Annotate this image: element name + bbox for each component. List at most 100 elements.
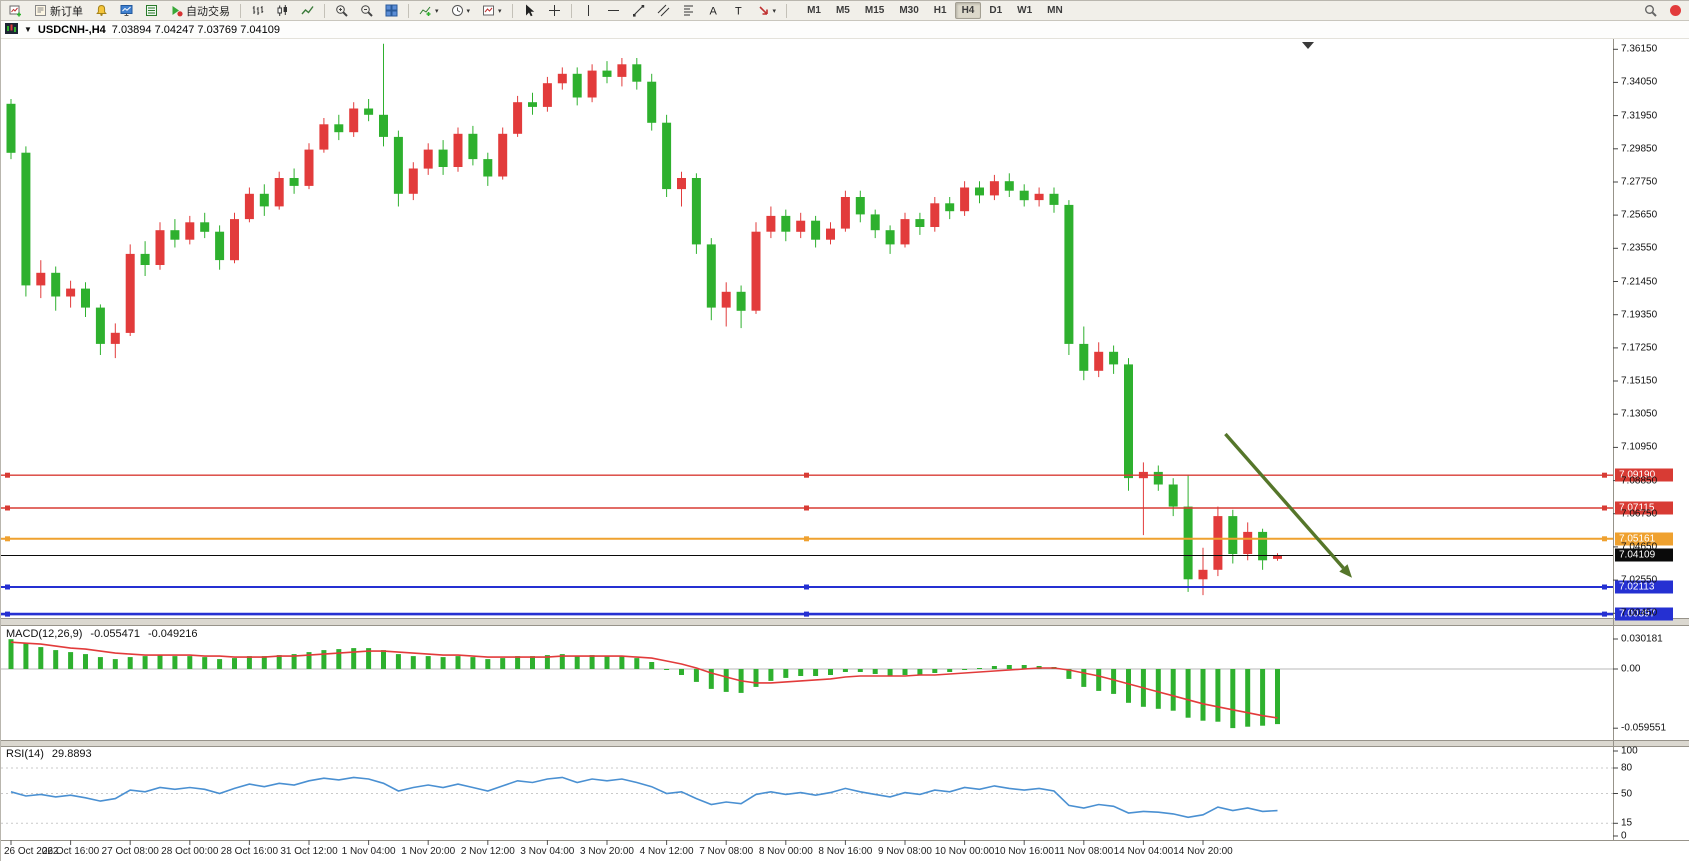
chart-collapse-icon[interactable]: ▼	[24, 24, 32, 34]
svg-text:T: T	[735, 6, 742, 18]
rsi-label: RSI(14)	[6, 748, 44, 760]
data-window-icon	[146, 5, 157, 16]
pivot-line[interactable]	[1, 536, 1613, 542]
resistance-line-1[interactable]	[1, 472, 1613, 478]
rsi-header: RSI(14) 29.8893	[6, 748, 92, 760]
panel-divider-rsi[interactable]	[1, 740, 1689, 747]
toolbar-separator	[570, 3, 572, 18]
periods-button[interactable]: ▾	[446, 2, 476, 20]
new-order-icon	[35, 5, 46, 16]
cursor-button[interactable]	[518, 2, 541, 20]
tile-windows-button[interactable]	[380, 2, 403, 20]
alerts-icon	[96, 4, 107, 16]
chart-ohlc-values: 7.03894 7.04247 7.03769 7.04109	[111, 23, 280, 36]
indicators-button[interactable]: ▾	[414, 2, 444, 20]
toolbar-separator	[511, 3, 513, 18]
search-icon	[1645, 5, 1657, 17]
chart-canvas[interactable]	[1, 39, 1689, 861]
zoom-out-button[interactable]	[355, 2, 378, 20]
rsi-line	[10, 776, 1278, 819]
timeframe-h4[interactable]: H4	[954, 2, 982, 19]
zoom-in-icon	[336, 5, 348, 17]
chart-symbol-period: USDCNH-,H4	[37, 23, 106, 36]
horizontal-line-button[interactable]	[602, 2, 625, 20]
trendline-icon	[632, 5, 644, 17]
equidistant-channel-button[interactable]	[652, 2, 675, 20]
chart-titlebar: ▼ USDCNH-,H4 7.03894 7.04247 7.03769 7.0…	[1, 21, 1689, 39]
search-button[interactable]	[1639, 2, 1662, 20]
zoom-out-icon	[361, 5, 373, 17]
bar-chart-type-button[interactable]	[246, 2, 269, 20]
new-order-button[interactable]: 新订单	[29, 2, 88, 20]
text-icon: A	[709, 6, 717, 18]
templates-button[interactable]: ▾	[477, 2, 507, 20]
toolbar-separator	[408, 3, 409, 18]
chevron-down-icon: ▾	[498, 7, 502, 15]
trendline-button[interactable]	[627, 2, 650, 20]
macd-signal-value: -0.049216	[147, 628, 198, 640]
macd-header: MACD(12,26,9) -0.055471 -0.049216	[6, 628, 198, 640]
timeframe-h1[interactable]: H1	[933, 5, 947, 16]
autotrading-button[interactable]: 自动交易	[165, 2, 235, 20]
vertical-line-icon	[587, 5, 589, 16]
new-chart-button[interactable]	[4, 2, 27, 20]
notification-button[interactable]	[1664, 2, 1687, 20]
trend-arrow[interactable]	[1224, 432, 1352, 578]
candle-chart-type-button[interactable]	[271, 2, 294, 20]
chevron-down-icon: ▾	[466, 7, 471, 15]
arrows-icon	[758, 6, 768, 15]
arrows-button[interactable]: ▾	[752, 2, 782, 20]
time-axis[interactable]	[1, 840, 1689, 861]
candlesticks	[6, 43, 1282, 596]
timeframe-mn[interactable]: MN	[1047, 5, 1063, 16]
toolbar-separator	[240, 3, 241, 18]
cursor-icon	[525, 4, 534, 17]
panel-divider-macd[interactable]	[1, 618, 1689, 626]
autotrading-icon	[172, 6, 183, 17]
text-label-icon: T	[735, 6, 742, 18]
macd-main-value: -0.055471	[90, 628, 140, 640]
timeframe-d1[interactable]: D1	[989, 5, 1003, 16]
macd-signal-line	[10, 641, 1278, 719]
market-watch-button[interactable]	[115, 2, 138, 20]
toolbar-separator	[324, 3, 325, 18]
support-line-2[interactable]	[1, 611, 1613, 617]
fibonacci-button[interactable]	[677, 2, 700, 20]
indicators-icon	[419, 6, 431, 16]
text-label-button[interactable]: T	[727, 2, 750, 20]
data-window-button[interactable]	[140, 2, 163, 20]
vertical-line-button[interactable]	[577, 2, 600, 20]
support-line-1[interactable]	[1, 584, 1613, 590]
svg-text:A: A	[709, 6, 717, 18]
alerts-button[interactable]	[90, 2, 113, 20]
chevron-down-icon: ▾	[772, 7, 777, 15]
chevron-down-icon: ▾	[435, 7, 439, 15]
timeframe-m5[interactable]: M5	[835, 5, 850, 16]
toolbar: 新订单 自动交易 ▾ ▾ ▾ A T ▾ M1 M5 M15 M30 H1 H4 D1 W1 MN	[1, 1, 1689, 21]
text-button[interactable]: A	[702, 2, 725, 20]
new-order-label: 新订单	[50, 5, 83, 18]
autotrading-label: 自动交易	[186, 5, 230, 18]
chart-area: MACD(12,26,9) -0.055471 -0.049216 RSI(14…	[1, 39, 1689, 861]
timeframe-m1[interactable]: M1	[807, 5, 821, 16]
price-axis[interactable]	[1614, 39, 1689, 840]
timeframe-group: M1 M5 M15 M30 H1 H4 D1 W1 MN	[800, 2, 1070, 19]
new-chart-icon	[9, 5, 21, 17]
notification-icon	[1670, 5, 1681, 16]
fibonacci-icon	[683, 5, 693, 16]
resistance-line-2[interactable]	[1, 505, 1613, 511]
zoom-in-button[interactable]	[330, 2, 353, 20]
timeframe-m15[interactable]: M15	[864, 5, 885, 16]
timeframe-m30[interactable]: M30	[899, 5, 919, 16]
templates-icon	[483, 5, 495, 16]
chart-shift-marker[interactable]	[1302, 42, 1314, 49]
market-watch-icon	[120, 5, 133, 16]
tile-windows-icon	[385, 4, 398, 17]
equidistant-channel-icon	[657, 4, 669, 17]
macd-label: MACD(12,26,9)	[6, 628, 83, 640]
crosshair-button[interactable]	[543, 2, 566, 20]
timeframe-w1[interactable]: W1	[1017, 5, 1033, 16]
line-chart-type-button[interactable]	[296, 2, 319, 20]
candle-chart-type-icon	[277, 5, 287, 16]
